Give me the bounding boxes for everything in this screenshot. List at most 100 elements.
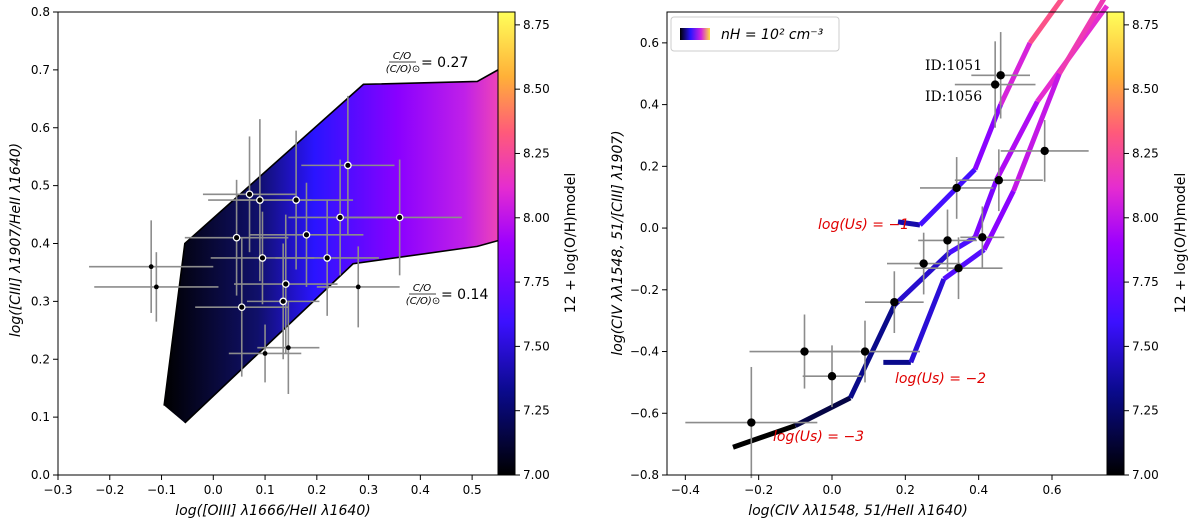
curve-segment — [794, 395, 852, 428]
x-tick-label: 0.0 — [204, 483, 223, 497]
x-ticks: −0.3 −0.2 −0.1 0.0 0.1 0.2 0.3 0.4 0.5 — [43, 475, 482, 497]
x-tick-label: −0.3 — [43, 483, 72, 497]
data-point — [954, 263, 963, 273]
id-label-1051: ID:1051 — [925, 58, 982, 74]
curve-segment — [994, 100, 1040, 180]
model-curve — [883, 0, 1107, 365]
data-point — [890, 297, 899, 307]
data-point — [232, 233, 241, 242]
data-point — [281, 280, 290, 288]
curve-segment — [1057, 0, 1107, 76]
right-colorbar-label: 12 + log(O/H)model — [1173, 173, 1189, 314]
data-point — [919, 259, 928, 268]
y-tick-label: 0.4 — [31, 237, 50, 251]
data-point — [355, 284, 361, 290]
left-colorbar — [497, 11, 516, 476]
curve-label-us-minus-3: log(Us) = −3 — [773, 429, 864, 445]
curve-label-us-minus-1: log(Us) = −1 — [818, 217, 909, 233]
curve-segment — [892, 250, 952, 308]
curve-segment — [998, 41, 1033, 106]
annotation-upper: C/O (C/O)⊙ = 0.27 — [386, 51, 469, 75]
right-axes-frame — [666, 11, 1108, 476]
curve-segment — [908, 278, 947, 364]
x-tick-label: 0.6 — [1042, 483, 1061, 497]
colorbar-tick-label: 7.00 — [523, 468, 550, 482]
curve-label-us-minus-2: log(Us) = −2 — [895, 371, 986, 387]
curve-segment — [972, 103, 1003, 171]
curve-segment — [1011, 72, 1062, 192]
x-tick-label: 0.1 — [256, 483, 275, 497]
y-tick-label: 0.3 — [31, 294, 50, 308]
legend-box — [670, 16, 840, 52]
x-tick-label: 0.4 — [969, 483, 988, 497]
data-point — [285, 345, 291, 351]
x-tick-label: −0.2 — [95, 483, 124, 497]
data-point — [336, 213, 344, 222]
y-tick-label: 0.5 — [31, 179, 50, 193]
annot-lower-den: (C/O)⊙ — [406, 296, 440, 307]
legend-swatch — [680, 28, 710, 40]
data-point — [323, 254, 332, 262]
colorbar-tick-label: 7.50 — [1132, 339, 1159, 353]
x-tick-label: −0.2 — [744, 483, 773, 497]
colorbar-tick-label: 7.25 — [523, 404, 550, 418]
data-point — [978, 233, 987, 242]
x-tick-label: 0.3 — [359, 483, 378, 497]
x-tick-label: −0.4 — [671, 483, 700, 497]
model-lower-boundary — [184, 239, 499, 424]
colorbar-tick-label: 8.25 — [523, 146, 550, 160]
id-label-1056: ID:1056 — [925, 89, 982, 105]
colorbar-tick-label: 8.00 — [1132, 211, 1159, 225]
annot-upper-den: (C/O)⊙ — [386, 64, 420, 75]
data-point — [302, 230, 311, 239]
colorbar-tick-label: 8.00 — [523, 211, 550, 225]
data-point — [943, 236, 952, 245]
y-tick-label: 0.8 — [31, 5, 50, 19]
data-point — [279, 297, 288, 306]
data-point — [256, 196, 264, 204]
y-ticks: −0.8 −0.6 −0.4 −0.2 0.0 0.2 0.4 0.6 — [630, 36, 667, 482]
data-points — [148, 161, 404, 356]
data-point — [996, 71, 1005, 80]
error-bars — [685, 32, 1089, 479]
data-point — [800, 347, 809, 356]
x-tick-label: 0.2 — [896, 483, 915, 497]
curve-segment — [1027, 0, 1065, 45]
colorbar-tick-label: 7.75 — [523, 275, 550, 289]
colorbar-tick-label: 8.25 — [1132, 146, 1159, 160]
data-point — [344, 161, 352, 170]
model-upper-boundary — [163, 69, 499, 406]
y-tick-label: 0.4 — [640, 98, 659, 112]
data-point — [245, 190, 254, 199]
y-tick-label: −0.4 — [630, 345, 659, 359]
left-panel: −0.3 −0.2 −0.1 0.0 0.1 0.2 0.3 0.4 0.5 0.0 0.1 0.2… — [8, 5, 579, 519]
colorbar-tick-label: 7.00 — [1132, 468, 1159, 482]
right-y-axis-label: log(CIV λλ1548, 51/[CIII] λ1907) — [610, 130, 626, 355]
y-tick-label: 0.0 — [31, 468, 50, 482]
data-point — [292, 196, 300, 204]
y-tick-label: 0.6 — [31, 121, 50, 135]
y-tick-label: 0.2 — [640, 159, 659, 173]
data-point — [395, 213, 404, 222]
curve-segment — [981, 189, 1016, 251]
y-tick-label: 0.7 — [31, 63, 50, 77]
annot-upper-value: = 0.27 — [421, 55, 468, 71]
y-tick-label: 0.0 — [640, 221, 659, 235]
data-point — [860, 347, 870, 356]
annot-lower-num: C/O — [413, 283, 431, 294]
y-tick-label: 0.6 — [640, 36, 659, 50]
y-tick-label: −0.6 — [630, 406, 659, 420]
annot-upper-num: C/O — [393, 51, 411, 62]
data-points — [747, 71, 1049, 427]
y-tick-label: 0.2 — [31, 352, 50, 366]
colorbar-tick-label: 7.50 — [523, 339, 550, 353]
model-curve — [897, 0, 1065, 228]
x-tick-label: 0.0 — [822, 483, 841, 497]
data-point — [262, 351, 268, 356]
legend: nH = 10² cm⁻³ — [670, 16, 840, 52]
data-point — [990, 80, 1000, 89]
left-colorbar-ticks: 7.00 7.25 7.50 7.75 8.00 8.25 8.50 8.75 — [515, 18, 550, 482]
data-point — [258, 254, 267, 262]
data-point — [952, 183, 961, 193]
